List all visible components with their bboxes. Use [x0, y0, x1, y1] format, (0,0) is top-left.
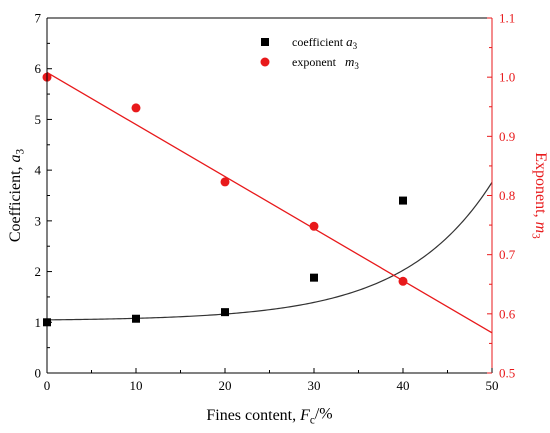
label-prefix: Coefficient,	[7, 162, 24, 242]
x-tick-label: 30	[308, 378, 321, 393]
label-prefix: Exponent,	[532, 152, 549, 221]
series-0-fit-curve	[46, 181, 493, 321]
series-0-point	[399, 196, 407, 205]
legend-marker-circle	[260, 57, 270, 67]
series-1-point	[220, 177, 230, 187]
y-left-tick-label: 6	[35, 61, 42, 76]
series-1-point	[398, 276, 408, 286]
x-axis-title: Fines content, Fc/%	[206, 406, 332, 427]
label-prefix: Fines content,	[206, 407, 300, 424]
y-left-tick-label: 2	[35, 264, 42, 279]
legend-label-variable: a	[346, 34, 353, 49]
legend-label-subscript: 3	[354, 61, 359, 71]
y-left-tick-label: 7	[35, 11, 42, 26]
y-right-tick-label: 0.8	[499, 188, 515, 203]
legend-label-variable: m	[345, 54, 354, 69]
series-0-point	[221, 308, 229, 317]
y-left-tick-label: 3	[35, 213, 42, 228]
legend-label-prefix: exponent	[292, 55, 345, 69]
x-tick-label: 50	[486, 378, 499, 393]
x-tick-label: 10	[130, 378, 143, 393]
y-right-tick-label: 0.7	[499, 247, 516, 262]
label-variable: a	[7, 154, 24, 162]
legend-label: exponent m3	[292, 54, 359, 71]
x-tick-label: 0	[44, 378, 51, 393]
y-left-tick-label: 0	[35, 366, 42, 381]
legend-label-subscript: 3	[353, 41, 358, 51]
label-variable: m	[532, 222, 549, 234]
label-subscript: c	[310, 414, 315, 426]
label-variable: F	[299, 407, 310, 424]
series-0-point	[310, 273, 318, 282]
series-1-fit-line	[46, 71, 493, 334]
y-right-tick-label: 0.9	[499, 129, 515, 144]
series-0-point	[132, 314, 140, 323]
x-tick-label: 40	[397, 378, 410, 393]
series-1-point	[131, 103, 141, 113]
y-right-axis-title: Exponent, m3	[530, 152, 549, 239]
label-subscript: 3	[14, 148, 26, 154]
legend-marker-square	[261, 38, 269, 46]
series-1-point	[309, 221, 319, 231]
legend-label: coefficient a3	[292, 34, 358, 51]
y-right-tick-label: 1.1	[499, 11, 515, 26]
y-left-tick-label: 4	[35, 163, 42, 178]
y-right-tick-label: 0.5	[499, 366, 515, 381]
legend-label-prefix: coefficient	[292, 35, 346, 49]
y-left-tick-label: 1	[35, 315, 42, 330]
y-left-tick-label: 5	[35, 112, 42, 127]
y-right-tick-label: 1.0	[499, 70, 515, 85]
x-tick-label: 20	[219, 378, 232, 393]
label-subscript: 3	[530, 233, 542, 239]
y-right-tick-label: 0.6	[499, 306, 516, 321]
label-suffix: /%	[315, 406, 333, 423]
y-left-axis-title: Coefficient, a3	[7, 148, 26, 242]
